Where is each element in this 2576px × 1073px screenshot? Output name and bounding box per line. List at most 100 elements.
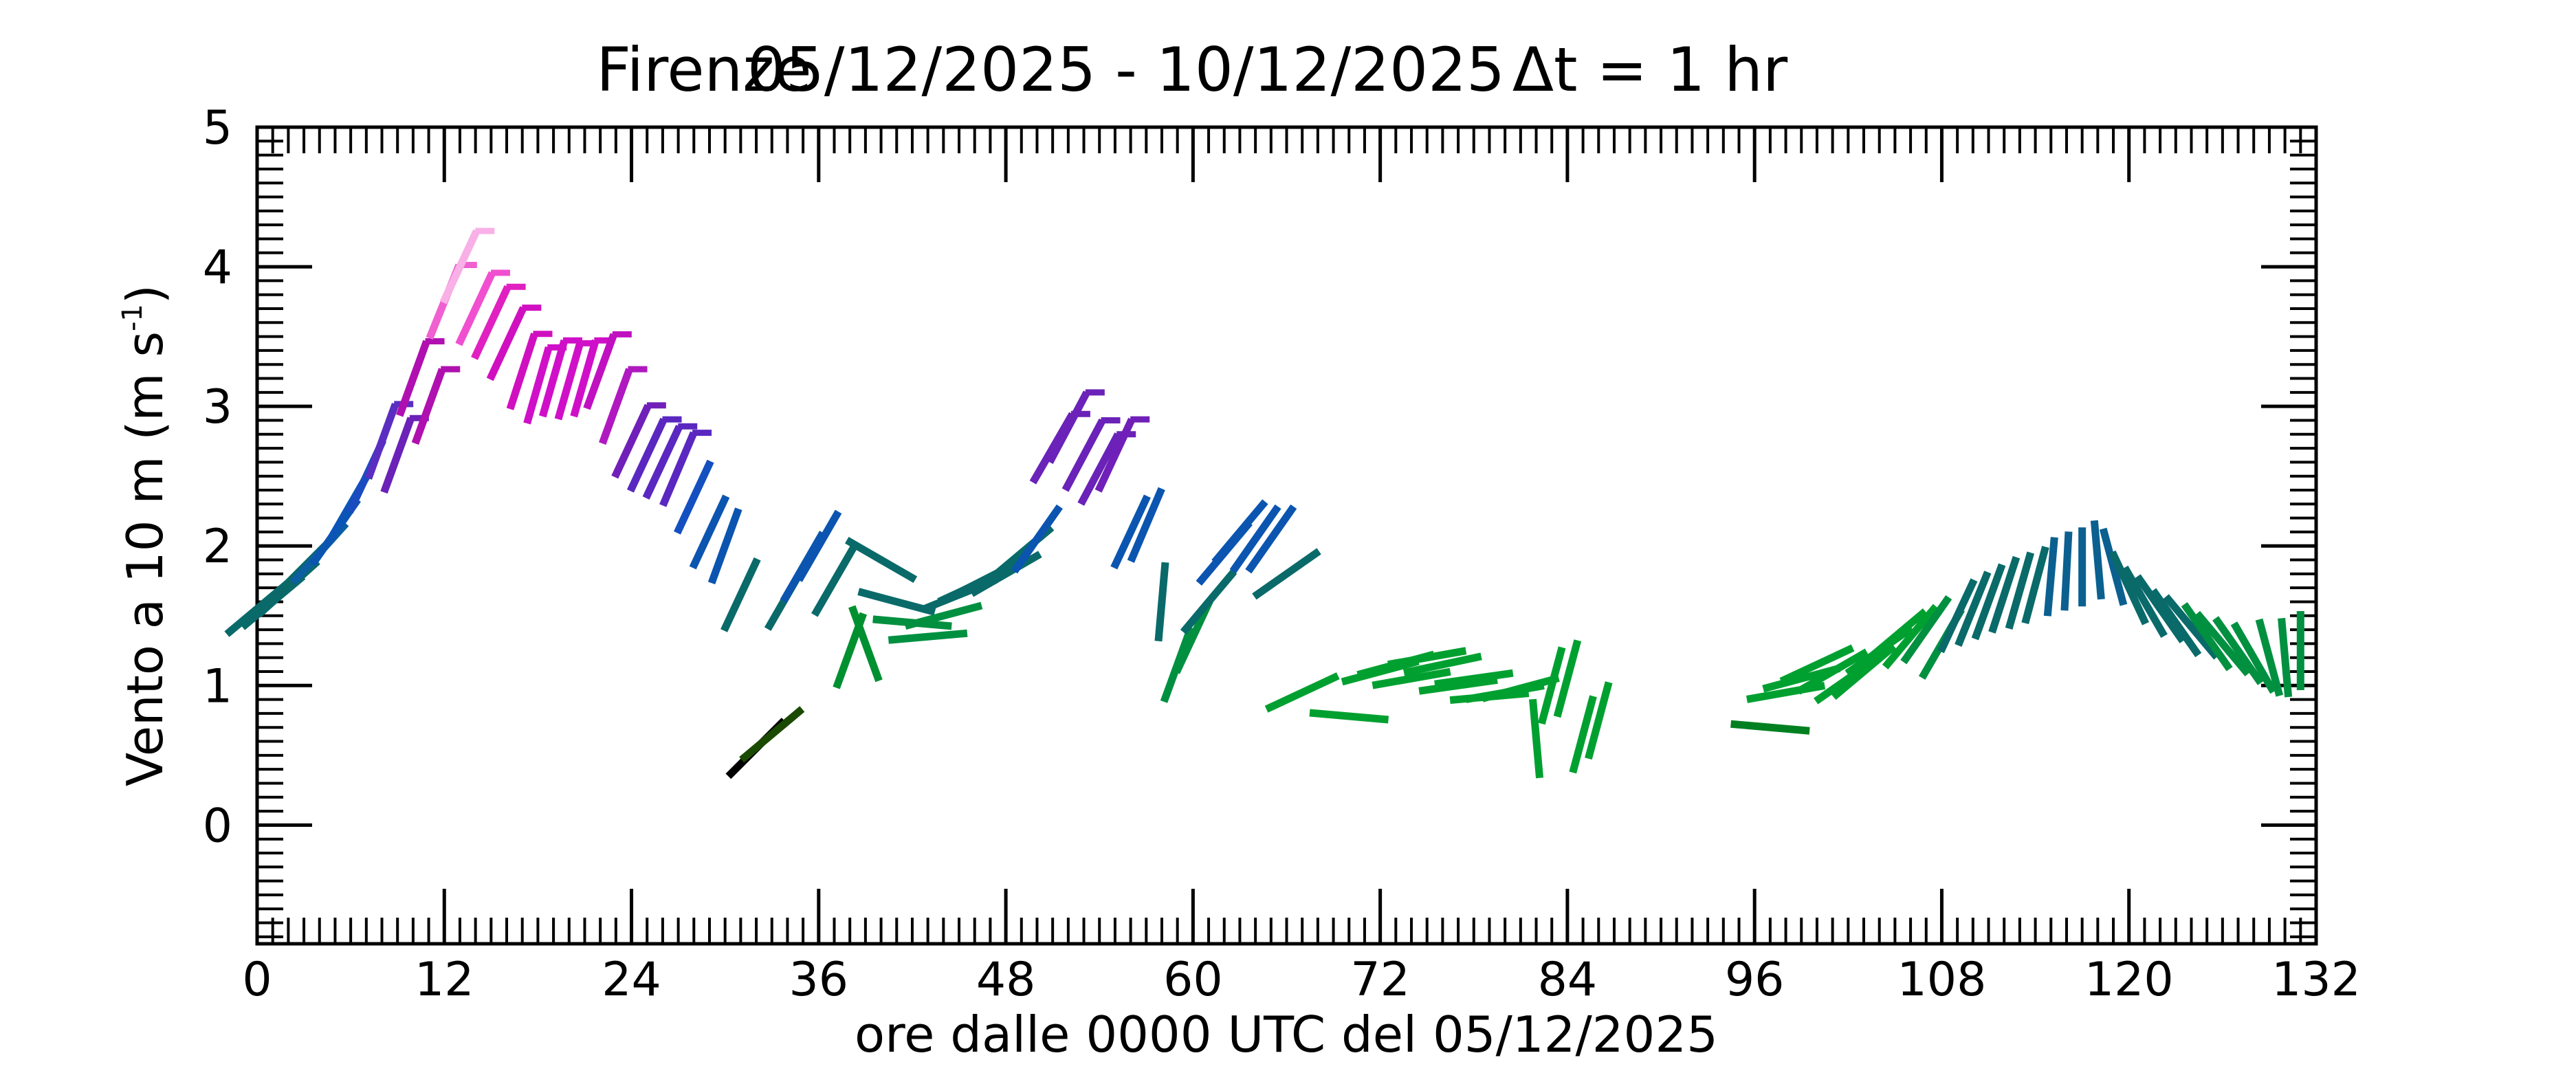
wind-stick-shaft <box>888 629 968 644</box>
wind-stick <box>455 269 510 346</box>
wind-stick <box>1094 416 1150 493</box>
wind-stick <box>1882 604 1939 670</box>
wind-stick <box>599 366 648 445</box>
x-tick-label: 36 <box>789 953 849 1007</box>
wind-stick <box>1796 648 1869 695</box>
wind-stick-shaft <box>1372 667 1451 689</box>
wind-stick <box>1264 672 1340 713</box>
wind-stick <box>1553 639 1582 718</box>
wind-stick-shaft <box>1061 418 1106 492</box>
wind-stick-shaft <box>707 507 742 585</box>
wind-stick-shaft <box>845 537 918 584</box>
title-timestep: Δt = 1 hr <box>1512 34 1788 105</box>
wind-stick-shaft <box>1264 672 1340 713</box>
wind-stick-shaft <box>1746 682 1826 703</box>
wind-stick-shaft <box>674 459 714 535</box>
y-tick-label: 5 <box>203 101 232 155</box>
wind-stick-shaft <box>626 417 668 493</box>
wind-stick <box>2043 537 2058 617</box>
wind-stick <box>1372 667 1451 689</box>
wind-stick-shaft <box>1434 669 1514 688</box>
wind-stick-shaft <box>486 306 527 381</box>
wind-stick-shaft <box>689 494 730 570</box>
wind-stick <box>1127 487 1165 563</box>
wind-stick <box>506 331 553 410</box>
x-tick-label: 60 <box>1163 953 1223 1007</box>
wind-stick <box>1730 720 1810 735</box>
wind-stick-shaft <box>1481 674 1560 703</box>
wind-stick-shaft <box>1779 644 1855 685</box>
wind-stick-shaft <box>1730 720 1810 735</box>
wind-stick <box>674 459 714 535</box>
wind-stick-shaft <box>396 340 430 417</box>
title-location: Firenze <box>596 34 811 105</box>
wind-sticks <box>224 228 2304 779</box>
wind-stick <box>411 366 461 445</box>
y-axis-label-exponent: -1 <box>117 304 148 331</box>
wind-stick <box>1309 709 1389 724</box>
minor-ticks <box>257 127 2316 944</box>
wind-stick <box>1387 647 1467 669</box>
wind-stick-shaft <box>1831 643 1897 700</box>
y-tick-label: 3 <box>203 380 232 434</box>
x-tick-label: 72 <box>1350 953 1410 1007</box>
wind-stick-shaft <box>1229 504 1281 574</box>
wind-stick <box>2150 588 2202 658</box>
wind-stick-shaft <box>1309 709 1389 724</box>
wind-stick-shaft <box>1127 487 1165 563</box>
wind-stick <box>2090 520 2105 600</box>
wind-stick-shaft <box>795 509 842 582</box>
wind-stick-shaft <box>1110 494 1151 570</box>
x-tick-label: 0 <box>242 953 272 1007</box>
wind-stick-shaft <box>739 706 805 763</box>
wind-stick <box>486 305 542 381</box>
wind-stick <box>888 629 968 644</box>
wind-stick-shaft <box>554 342 584 421</box>
wind-stick-shaft <box>2181 601 2233 672</box>
wind-stick <box>1434 669 1514 688</box>
wind-stick-shaft <box>523 346 553 425</box>
wind-stick-shaft <box>1553 639 1582 718</box>
wind-stick <box>969 551 1042 597</box>
wind-stick <box>1988 555 2021 634</box>
wind-stick-shaft <box>1937 578 1978 654</box>
wind-stick <box>1403 652 1482 677</box>
wind-stick-shaft <box>1900 595 1952 665</box>
wind-stick <box>848 605 883 683</box>
x-tick-label: 96 <box>1725 953 1785 1007</box>
wind-stick-shaft <box>1154 562 1169 642</box>
wind-stick-shaft <box>380 417 415 494</box>
wind-stick <box>2278 617 2293 698</box>
y-axis-label: Vento a 10 m (m s-1) <box>116 285 174 786</box>
wind-stick <box>2099 527 2128 606</box>
wind-stick <box>1418 676 1498 695</box>
wind-stick <box>1779 644 1855 685</box>
wind-stick-shaft <box>1077 432 1122 506</box>
y-tick-label: 0 <box>203 799 232 853</box>
wind-stick <box>2134 574 2186 643</box>
wind-stick-shaft <box>1585 681 1613 760</box>
wind-stick <box>1046 389 1105 464</box>
wind-stick <box>1154 562 1169 642</box>
wind-stick <box>689 494 730 570</box>
wind-stick-shaft <box>1569 695 1597 774</box>
wind-stick <box>1900 595 1952 665</box>
wind-stick-shaft <box>538 339 569 418</box>
wind-stick-shaft <box>1882 604 1939 670</box>
y-axis-label-main: Vento a 10 m (m s <box>116 331 174 786</box>
wind-stick-shaft <box>2134 574 2186 643</box>
wind-stick <box>471 283 526 360</box>
x-tick-label: 84 <box>1538 953 1598 1007</box>
wind-stick-shaft <box>471 285 511 360</box>
wind-stick <box>1252 548 1321 600</box>
wind-stick <box>1011 504 1063 574</box>
wind-stick-shaft <box>904 601 983 630</box>
wind-stick-shaft <box>1011 504 1063 574</box>
y-tick-label: 4 <box>203 241 232 295</box>
wind-stick <box>1937 578 1978 654</box>
wind-stick-shaft <box>2212 616 2265 685</box>
wind-stick <box>1110 494 1151 570</box>
x-axis-label: ore dalle 0000 UTC del 05/12/2025 <box>855 1006 1718 1063</box>
wind-stick <box>1481 674 1560 703</box>
wind-stick-shaft <box>1387 647 1467 669</box>
